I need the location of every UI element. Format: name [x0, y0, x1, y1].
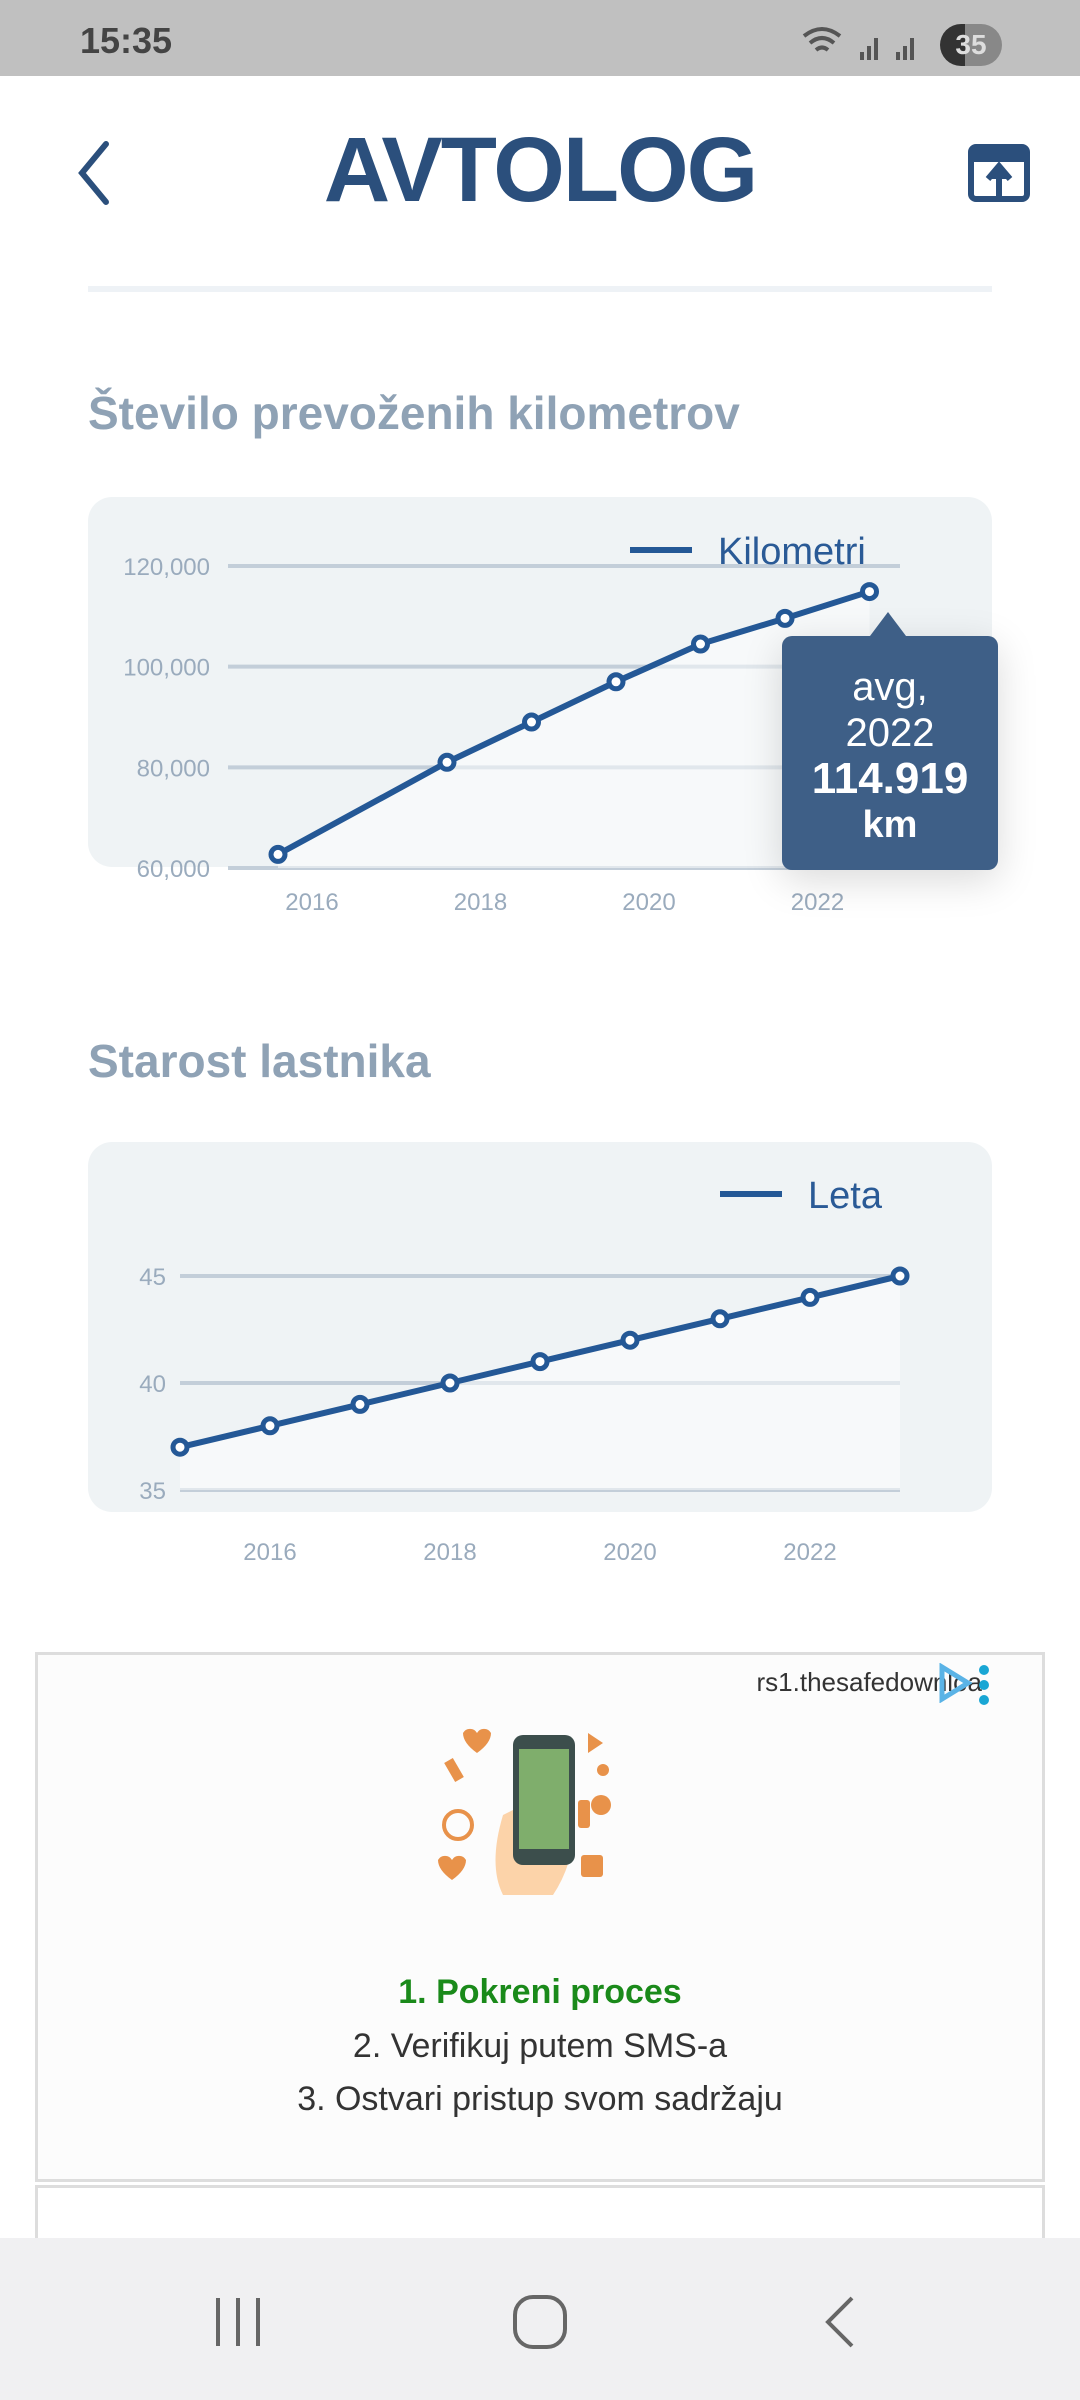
- age-chart: 35 40 45 2016 2018 2020 2022 Leta: [139, 1175, 910, 1566]
- age-chart-title: Starost lastnika: [88, 1035, 431, 1087]
- chart-tooltip: avg, 2022 114.919 km: [782, 612, 998, 870]
- data-point: [350, 1394, 370, 1414]
- tooltip-unit: km: [862, 804, 918, 846]
- data-point: [775, 608, 795, 628]
- data-point: [860, 582, 879, 602]
- legend-label: Leta: [808, 1175, 883, 1217]
- data-point: [620, 1330, 640, 1350]
- x-tick-label: 2022: [791, 889, 844, 916]
- ad-step-3: 3. Ostvari pristup svom sadržaju: [297, 2080, 783, 2118]
- data-point: [530, 1352, 550, 1372]
- data-point: [437, 752, 457, 772]
- system-back-button[interactable]: [820, 2294, 860, 2350]
- app-logo: AVTOLOG: [0, 118, 1080, 223]
- home-button[interactable]: [512, 2294, 568, 2350]
- data-point: [606, 672, 626, 692]
- tooltip-year: 2022: [845, 711, 935, 755]
- data-point: [710, 1309, 730, 1329]
- y-tick-label: 35: [139, 1478, 166, 1505]
- y-tick-label: 40: [139, 1371, 166, 1398]
- x-tick-label: 2016: [243, 1539, 296, 1566]
- phone-illustration: [438, 1728, 611, 1895]
- y-tick-label: 100,000: [123, 655, 210, 682]
- status-time: 15:35: [80, 20, 173, 61]
- data-point: [268, 844, 288, 864]
- wifi-icon: [802, 27, 842, 52]
- y-tick-label: 60,000: [137, 856, 210, 883]
- logo-light: LOG: [562, 119, 758, 221]
- ad-step-2: 2. Verifikuj putem SMS-a: [352, 2027, 728, 2065]
- status-bar: 15:35 35: [0, 0, 1080, 76]
- area-fill: [278, 591, 870, 868]
- y-tick-label: 120,000: [123, 554, 210, 581]
- data-point: [522, 712, 541, 732]
- battery-indicator: 35: [940, 24, 1002, 66]
- x-tick-label: 2018: [423, 1539, 476, 1566]
- cell-signal-icon: [860, 38, 914, 60]
- adchoices-icon[interactable]: [938, 1663, 972, 1703]
- logo-bold: AVTO: [323, 119, 565, 221]
- y-tick-label: 45: [139, 1264, 166, 1291]
- x-tick-label: 2016: [285, 889, 338, 916]
- x-tick-label: 2020: [603, 1539, 656, 1566]
- data-point: [260, 1416, 280, 1436]
- chevron-left-icon: [78, 141, 109, 205]
- recent-apps-button[interactable]: [210, 2296, 266, 2348]
- data-point: [800, 1287, 820, 1307]
- data-point: [440, 1373, 460, 1393]
- y-tick-label: 80,000: [137, 755, 210, 782]
- share-button[interactable]: [966, 142, 1032, 204]
- x-tick-label: 2018: [454, 889, 507, 916]
- tooltip-label: avg,: [852, 665, 928, 709]
- data-point: [691, 634, 710, 654]
- data-point: [170, 1437, 190, 1457]
- x-tick-label: 2022: [783, 1539, 836, 1566]
- data-point: [890, 1266, 910, 1286]
- back-button[interactable]: [70, 138, 120, 208]
- tooltip-value: 114.919: [811, 754, 969, 803]
- ad-banner-secondary: [35, 2185, 1045, 2245]
- km-chart-title: Število prevoženih kilometrov: [88, 387, 740, 439]
- x-tick-label: 2020: [622, 889, 675, 916]
- signal-icons: [802, 27, 914, 60]
- more-vert-icon[interactable]: [976, 1663, 992, 1707]
- area-fill: [180, 1276, 900, 1490]
- share-icon: [968, 144, 1030, 202]
- header-divider: [88, 286, 992, 292]
- legend-label: Kilometri: [718, 531, 866, 573]
- ad-banner[interactable]: rs1.thesafedownloa 1. Pokreni proces 2. …: [35, 1652, 1045, 2182]
- ad-step-1[interactable]: 1. Pokreni proces: [398, 1973, 682, 2011]
- system-nav-bar: [0, 2238, 1080, 2400]
